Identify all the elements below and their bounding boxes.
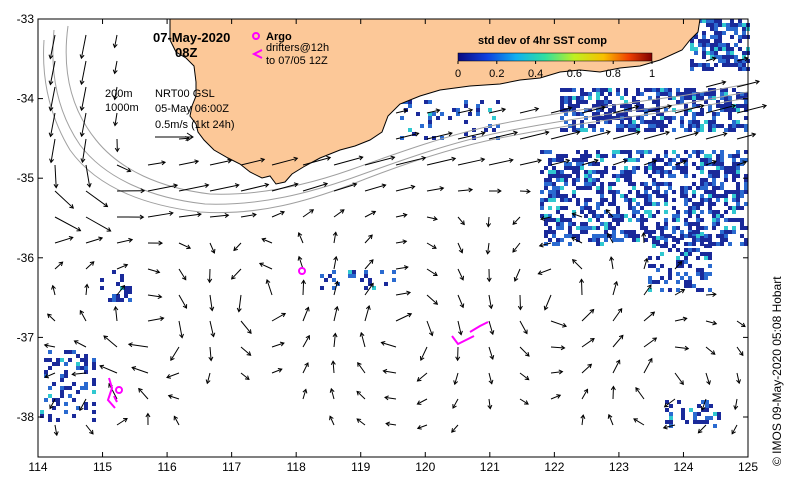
colorbar-tick-label: 0.6 bbox=[567, 68, 582, 80]
product-label: NRT00 GSL bbox=[155, 88, 215, 100]
x-tick-label: 117 bbox=[222, 460, 241, 474]
analysis-time-label: 05-May 06:00Z bbox=[155, 103, 229, 115]
drifter-legend-label: drifters@12h bbox=[266, 42, 329, 54]
x-tick-label: 116 bbox=[158, 460, 177, 474]
bathymetry-contours bbox=[43, 25, 749, 214]
argo-float-marker-2 bbox=[115, 386, 123, 394]
map-date: 07-May-2020 bbox=[153, 30, 230, 45]
drifter-legend-icon bbox=[251, 49, 263, 59]
drifter-tracks bbox=[106, 321, 489, 409]
x-tick-label: 125 bbox=[738, 460, 758, 474]
contour-200m-label: 200m bbox=[105, 88, 133, 100]
colorbar-tick-label: 1 bbox=[649, 68, 655, 80]
colorbar-tick-label: 0 bbox=[455, 68, 461, 80]
map-time: 08Z bbox=[175, 45, 197, 60]
x-tick-label: 123 bbox=[609, 460, 629, 474]
colorbar-tick-label: 0.2 bbox=[489, 68, 504, 80]
x-tick-label: 122 bbox=[544, 460, 564, 474]
y-tick-label: -35 bbox=[17, 171, 35, 185]
axis-tick-labels: 114 115 116 117 118 119 120 121 122 123 124 125 -33 -… bbox=[17, 12, 759, 474]
argo-legend-label: Argo bbox=[266, 31, 292, 43]
sst-stddev-patches bbox=[40, 19, 750, 428]
x-tick-label: 121 bbox=[480, 460, 500, 474]
colorbar-tick-label: 0.8 bbox=[606, 68, 621, 80]
x-tick-label: 119 bbox=[351, 460, 370, 474]
plot-frame bbox=[37, 18, 749, 458]
x-tick-label: 118 bbox=[287, 460, 306, 474]
colorbar-ticks: 0 0.2 0.4 0.6 0.8 1 bbox=[455, 61, 655, 80]
colorbar-tick-label: 0.4 bbox=[528, 68, 543, 80]
colorbar-title: std dev of 4hr SST comp bbox=[478, 35, 607, 47]
credit-label: © IMOS 09-May-2020 05:08 Hobart bbox=[770, 276, 784, 466]
y-tick-label: -34 bbox=[17, 92, 35, 106]
x-tick-label: 124 bbox=[673, 460, 693, 474]
y-tick-label: -36 bbox=[17, 251, 35, 265]
vector-scale-arrow bbox=[155, 132, 194, 142]
x-tick-label: 120 bbox=[415, 460, 435, 474]
drifter-legend-label-2: to 07/05 12Z bbox=[266, 55, 328, 67]
vector-scale-label: 0.5m/s (1kt 24h) bbox=[155, 119, 234, 131]
argo-legend-icon bbox=[252, 32, 260, 40]
x-tick-label: 115 bbox=[93, 460, 112, 474]
axis-ticks bbox=[37, 18, 749, 457]
colorbar bbox=[457, 52, 653, 62]
contour-1000m-label: 1000m bbox=[105, 102, 139, 114]
current-vectors bbox=[43, 34, 768, 437]
x-tick-label: 114 bbox=[28, 460, 47, 474]
argo-float-marker bbox=[298, 267, 306, 275]
y-tick-label: -37 bbox=[17, 330, 35, 344]
y-tick-label: -33 bbox=[17, 12, 35, 26]
y-tick-label: -38 bbox=[17, 410, 35, 424]
